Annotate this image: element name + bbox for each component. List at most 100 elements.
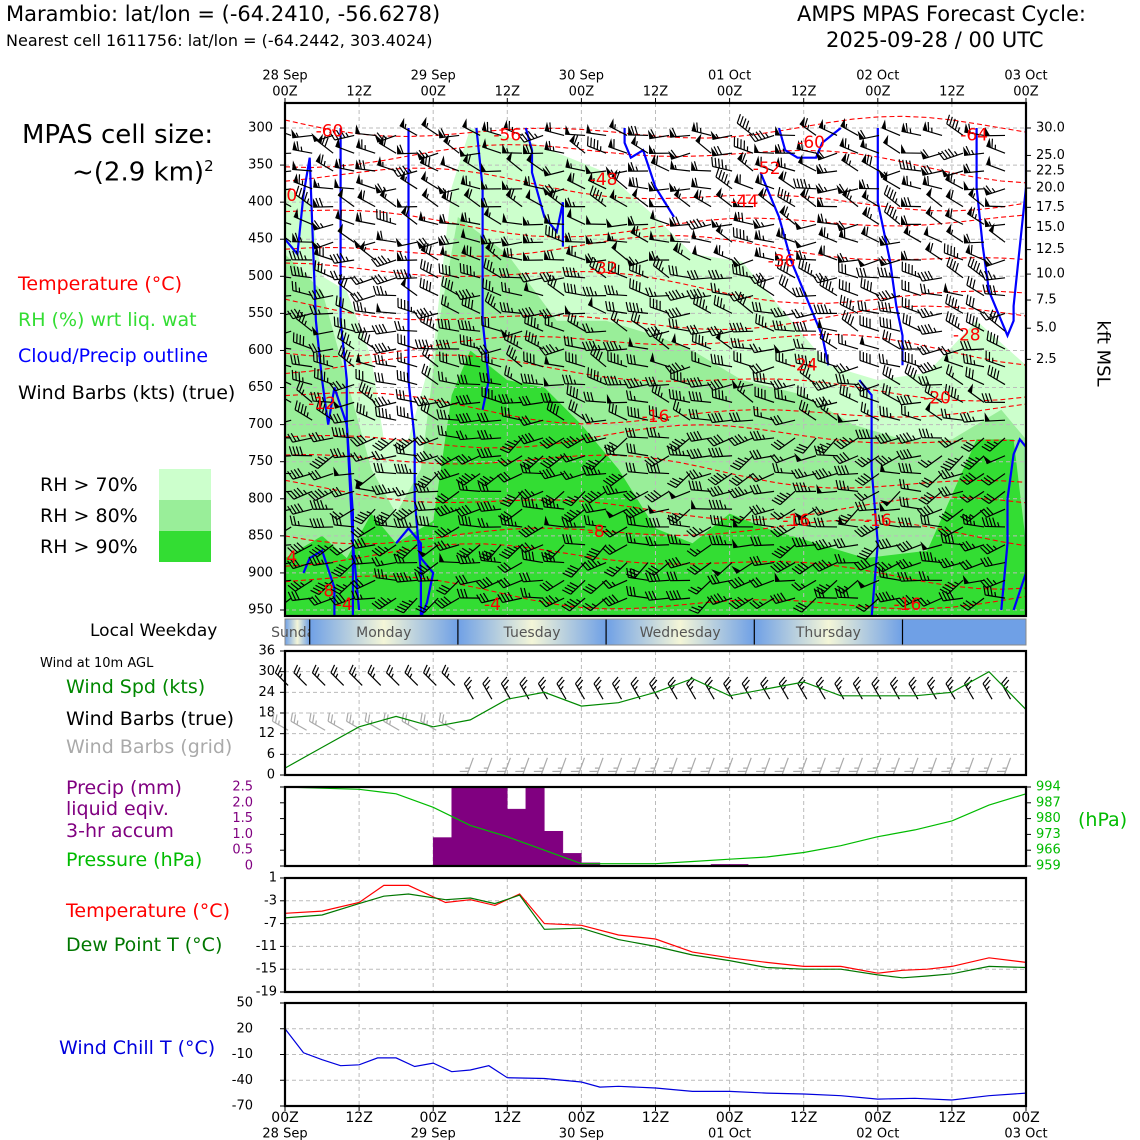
chill-ytick-label: 20	[236, 1021, 253, 1036]
wind-barb-grid	[569, 757, 586, 776]
xs-wind-barb	[812, 538, 838, 551]
xs-wind-barb	[673, 187, 691, 208]
xs-wind-barb	[672, 399, 691, 421]
xs-wind-barb	[374, 406, 397, 421]
xs-wind-barb	[691, 177, 712, 190]
xs-wind-barb	[711, 156, 733, 172]
xs-wind-barb	[861, 153, 880, 172]
wind-barb-true	[963, 676, 975, 700]
xs-wind-barb	[943, 282, 964, 297]
xs-wind-barb	[518, 432, 544, 445]
xs-wind-barb	[337, 223, 355, 243]
xs-wind-barb	[902, 313, 922, 332]
wind-barb-true	[574, 676, 586, 700]
xs-wind-barb	[561, 508, 586, 523]
temp-ytick-label: -15	[256, 962, 277, 977]
xs-wind-barb	[672, 241, 691, 261]
xs-wind-barb	[960, 340, 985, 351]
xs-wind-barb	[900, 404, 922, 421]
xs-wind-barb	[833, 436, 859, 450]
precip-ytick-label: 0.5	[232, 843, 253, 858]
xs-wind-barb	[665, 289, 691, 301]
wind-ytick-label: 0	[267, 768, 275, 783]
xs-wind-barb	[500, 281, 523, 297]
xs-wind-barb	[518, 415, 544, 426]
xs-wind-barb	[505, 187, 523, 208]
xs-wind-barb	[691, 499, 712, 510]
xs-wind-barb	[476, 501, 502, 512]
xs-wind-barb	[944, 383, 964, 403]
xs-wind-barb	[898, 462, 922, 475]
xs-wind-barb	[715, 223, 733, 243]
xs-wind-barb	[285, 437, 292, 439]
xs-wind-barb	[799, 116, 817, 136]
pressure-label: Pressure (hPa)	[66, 849, 203, 871]
xs-wind-barb	[811, 559, 838, 572]
pressure-tick-label: 500	[248, 269, 273, 284]
pressure-ytick-label: 980	[1036, 811, 1061, 826]
xs-wind-barb	[506, 151, 523, 172]
xs-wind-barb	[962, 353, 985, 368]
forecast-cycle-title: AMPS MPAS Forecast Cycle:	[797, 2, 1086, 26]
xs-wind-barb	[328, 593, 355, 606]
xs-wind-barb	[311, 132, 334, 142]
xs-wind-barb	[317, 133, 334, 154]
xs-wind-barb	[355, 159, 376, 172]
xs-wind-barb	[308, 343, 334, 354]
xs-wind-barb	[840, 117, 859, 136]
chill-ytick-label: -40	[232, 1073, 253, 1088]
xs-wind-barb	[611, 169, 628, 190]
xs-wind-barb	[585, 164, 607, 175]
xs-wind-barb	[877, 267, 901, 279]
xs-wind-barb	[878, 255, 901, 267]
xs-wind-barb	[628, 336, 649, 350]
top-hour-label: 12Z	[939, 85, 965, 100]
xs-wind-barb	[605, 300, 628, 314]
xs-wind-barb	[729, 322, 754, 333]
wind-barb-true	[723, 676, 734, 700]
xs-wind-barb	[665, 307, 691, 319]
xs-wind-barb	[498, 393, 523, 404]
local-weekday-title: Local Weekday	[90, 621, 218, 641]
xs-wind-barb	[924, 382, 943, 403]
wind-barb-grid	[717, 757, 734, 776]
isotherm-label: -4	[484, 595, 501, 615]
xs-wind-barb	[857, 300, 880, 314]
xs-wind-barb	[967, 383, 985, 403]
wind-barb-true	[311, 664, 326, 686]
xs-wind-barb	[565, 351, 586, 368]
xs-wind-barb	[946, 223, 964, 243]
xs-wind-barb	[791, 579, 817, 591]
xs-wind-barb	[547, 187, 565, 208]
xs-wind-barb	[630, 224, 649, 243]
xs-wind-barb	[708, 535, 733, 546]
bottom-hour-label: 00Z	[419, 1110, 446, 1126]
xs-wind-barb	[899, 478, 922, 492]
height-tick-label: 25.0	[1036, 148, 1065, 163]
xs-wind-barb	[707, 472, 733, 486]
xs-wind-barb	[421, 116, 439, 136]
xs-wind-barb	[728, 412, 754, 423]
xs-wind-barb	[625, 390, 649, 403]
xs-wind-barb	[644, 590, 670, 601]
xs-wind-barb	[819, 275, 838, 297]
xs-wind-barb	[295, 185, 313, 208]
xs-wind-barb	[901, 122, 922, 137]
xs-wind-barb	[669, 182, 691, 192]
top-hour-label: 12Z	[346, 85, 372, 100]
xs-wind-barb	[770, 437, 796, 451]
xs-wind-barb	[813, 588, 838, 599]
top-date-label: 29 Sep	[411, 69, 456, 84]
xs-wind-barb	[649, 230, 670, 243]
xs-wind-barb	[771, 490, 796, 506]
xs-wind-barb	[566, 384, 586, 403]
xs-wind-barb	[376, 230, 397, 243]
xs-wind-barb	[371, 450, 397, 461]
xs-wind-barb	[815, 150, 838, 161]
xs-wind-barb	[497, 591, 523, 604]
isotherm-label: -24	[790, 355, 818, 375]
xs-wind-barb	[855, 597, 880, 612]
xs-wind-barb	[434, 596, 460, 609]
xs-wind-barb	[628, 176, 649, 190]
dewpoint-label: Dew Point T (°C)	[66, 934, 223, 956]
